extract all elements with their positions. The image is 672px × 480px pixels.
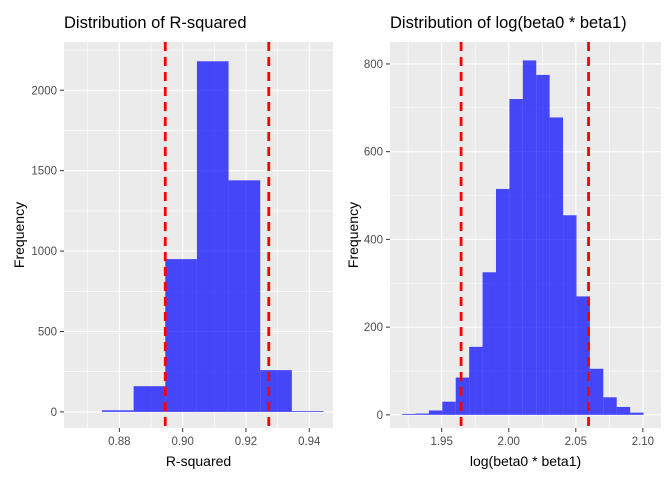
histogram-bars (402, 60, 644, 415)
y-tick-label: 1000 (31, 246, 57, 258)
r-squared-histogram-panel: Distribution of R-squared 0.88 0.90 0.92 0.… (11, 14, 333, 469)
histogram-bar (196, 61, 229, 412)
histogram-bar (616, 406, 631, 415)
y-axis-ticks: 0 200 400 600 800 (364, 59, 390, 422)
histogram-bar (442, 401, 456, 415)
histogram-bar (133, 386, 166, 412)
x-tick-label: 2.00 (498, 436, 520, 448)
histogram-bar (228, 180, 261, 412)
histogram-bar (536, 74, 550, 415)
histogram-bar (428, 410, 443, 415)
chart-title: Distribution of R-squared (64, 14, 247, 32)
x-tick-label: 0.92 (235, 436, 257, 448)
x-tick-label: 0.88 (108, 436, 130, 448)
histogram-bar (589, 368, 604, 415)
histogram-bar (522, 60, 537, 415)
y-tick-label: 800 (364, 59, 383, 71)
x-tick-label: 0.90 (171, 436, 193, 448)
histogram-bar (165, 259, 197, 412)
y-axis-ticks: 0 500 1000 1500 2000 (31, 85, 64, 419)
y-tick-label: 500 (38, 327, 57, 339)
histogram-bar (549, 117, 564, 415)
histogram-bar (101, 410, 134, 412)
histogram-bar (509, 99, 523, 415)
y-tick-label: 0 (377, 410, 383, 422)
histogram-bar (260, 370, 292, 412)
y-tick-label: 1500 (31, 166, 57, 178)
y-axis-label: Frequency (345, 202, 361, 268)
y-tick-label: 400 (364, 234, 383, 246)
histogram-bar (563, 215, 577, 415)
x-tick-label: 1.95 (430, 436, 452, 448)
x-axis-label: R-squared (166, 453, 231, 469)
x-axis-label: log(beta0 * beta1) (470, 453, 581, 469)
histogram-bar (576, 296, 590, 415)
histogram-bars (101, 61, 324, 412)
histogram-bar (603, 397, 617, 415)
histogram-bar (402, 413, 416, 415)
histogram-bar (291, 411, 324, 412)
x-axis-ticks: 1.95 2.00 2.05 2.10 (430, 428, 654, 448)
y-tick-label: 0 (51, 407, 57, 419)
histogram-bar (630, 412, 644, 415)
histogram-bar (482, 272, 496, 415)
y-tick-label: 200 (364, 322, 383, 334)
histogram-bar (469, 346, 483, 415)
histogram-bar (415, 413, 429, 415)
chart-title: Distribution of log(beta0 * beta1) (390, 14, 627, 32)
reference-lines (163, 42, 271, 428)
y-axis-label: Frequency (11, 202, 27, 268)
y-tick-label: 600 (364, 147, 383, 159)
x-tick-label: 0.94 (298, 436, 321, 448)
y-tick-label: 2000 (31, 85, 57, 97)
x-axis-ticks: 0.88 0.90 0.92 0.94 (108, 428, 321, 448)
reference-lines (459, 42, 590, 428)
histogram-bar (455, 377, 470, 415)
x-tick-label: 2.10 (632, 436, 654, 448)
x-tick-label: 2.05 (565, 436, 587, 448)
log-beta-histogram-panel: Distribution of log(beta0 * beta1) 1.95 2… (345, 14, 661, 469)
histogram-bar (495, 188, 510, 415)
